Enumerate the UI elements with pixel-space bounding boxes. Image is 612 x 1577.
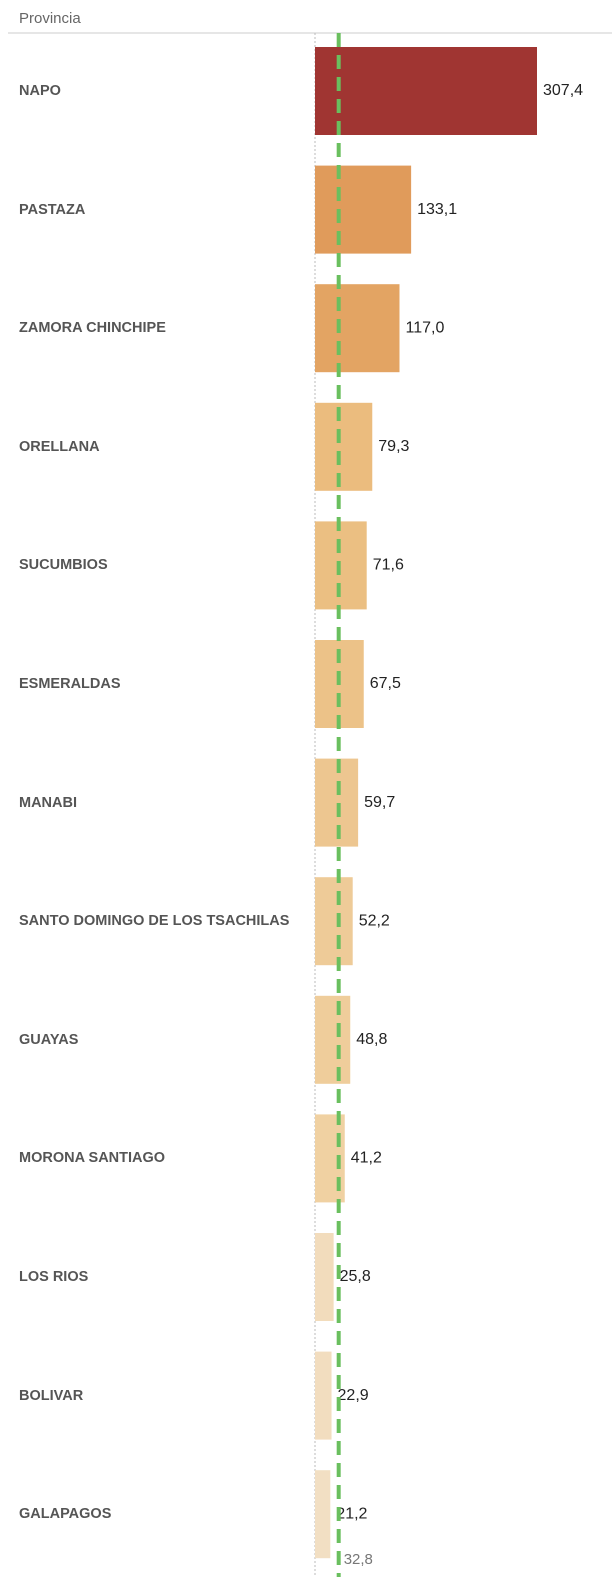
bar bbox=[315, 402, 373, 491]
value-label: 133,1 bbox=[417, 201, 457, 218]
category-label: MANABI bbox=[19, 794, 77, 811]
bar bbox=[315, 758, 359, 847]
value-label: 71,6 bbox=[373, 557, 404, 574]
bar bbox=[315, 1351, 332, 1440]
bar bbox=[315, 47, 537, 135]
bar bbox=[315, 877, 353, 966]
value-label: 117,0 bbox=[405, 319, 444, 336]
bar bbox=[315, 995, 351, 1084]
bar bbox=[315, 165, 412, 254]
category-label: ESMERALDAS bbox=[19, 676, 121, 692]
value-label: 48,8 bbox=[356, 1031, 387, 1048]
category-label: SANTO DOMINGO DE LOS TSACHILAS bbox=[19, 913, 290, 930]
value-label: 79,3 bbox=[378, 438, 409, 455]
reference-label: 32,8 bbox=[344, 1551, 373, 1568]
value-label: 59,7 bbox=[364, 794, 395, 811]
category-label: SUCUMBIOS bbox=[19, 557, 108, 574]
category-label: PASTAZA bbox=[19, 201, 86, 218]
category-label: NAPO bbox=[19, 83, 61, 99]
bar bbox=[315, 521, 367, 610]
category-label: ORELLANA bbox=[19, 438, 100, 455]
value-label: 52,2 bbox=[359, 912, 390, 929]
value-label: 67,5 bbox=[370, 675, 401, 692]
category-label: MORONA SANTIAGO bbox=[19, 1150, 166, 1167]
bar bbox=[315, 284, 400, 373]
value-label: 41,2 bbox=[351, 1150, 382, 1167]
category-label: GUAYAS bbox=[19, 1031, 79, 1048]
value-label: 307,4 bbox=[543, 82, 583, 99]
category-label: LOS RIOS bbox=[19, 1269, 89, 1285]
row-header: Provincia bbox=[19, 10, 81, 27]
category-label: GALAPAGOS bbox=[19, 1506, 112, 1523]
value-label: 22,9 bbox=[338, 1387, 369, 1404]
bar bbox=[315, 1233, 334, 1321]
value-label: 21,2 bbox=[336, 1505, 367, 1522]
category-label: BOLIVAR bbox=[19, 1387, 84, 1404]
category-label: ZAMORA CHINCHIPE bbox=[19, 320, 166, 337]
bar bbox=[315, 1470, 331, 1559]
value-label: 25,8 bbox=[340, 1268, 371, 1285]
